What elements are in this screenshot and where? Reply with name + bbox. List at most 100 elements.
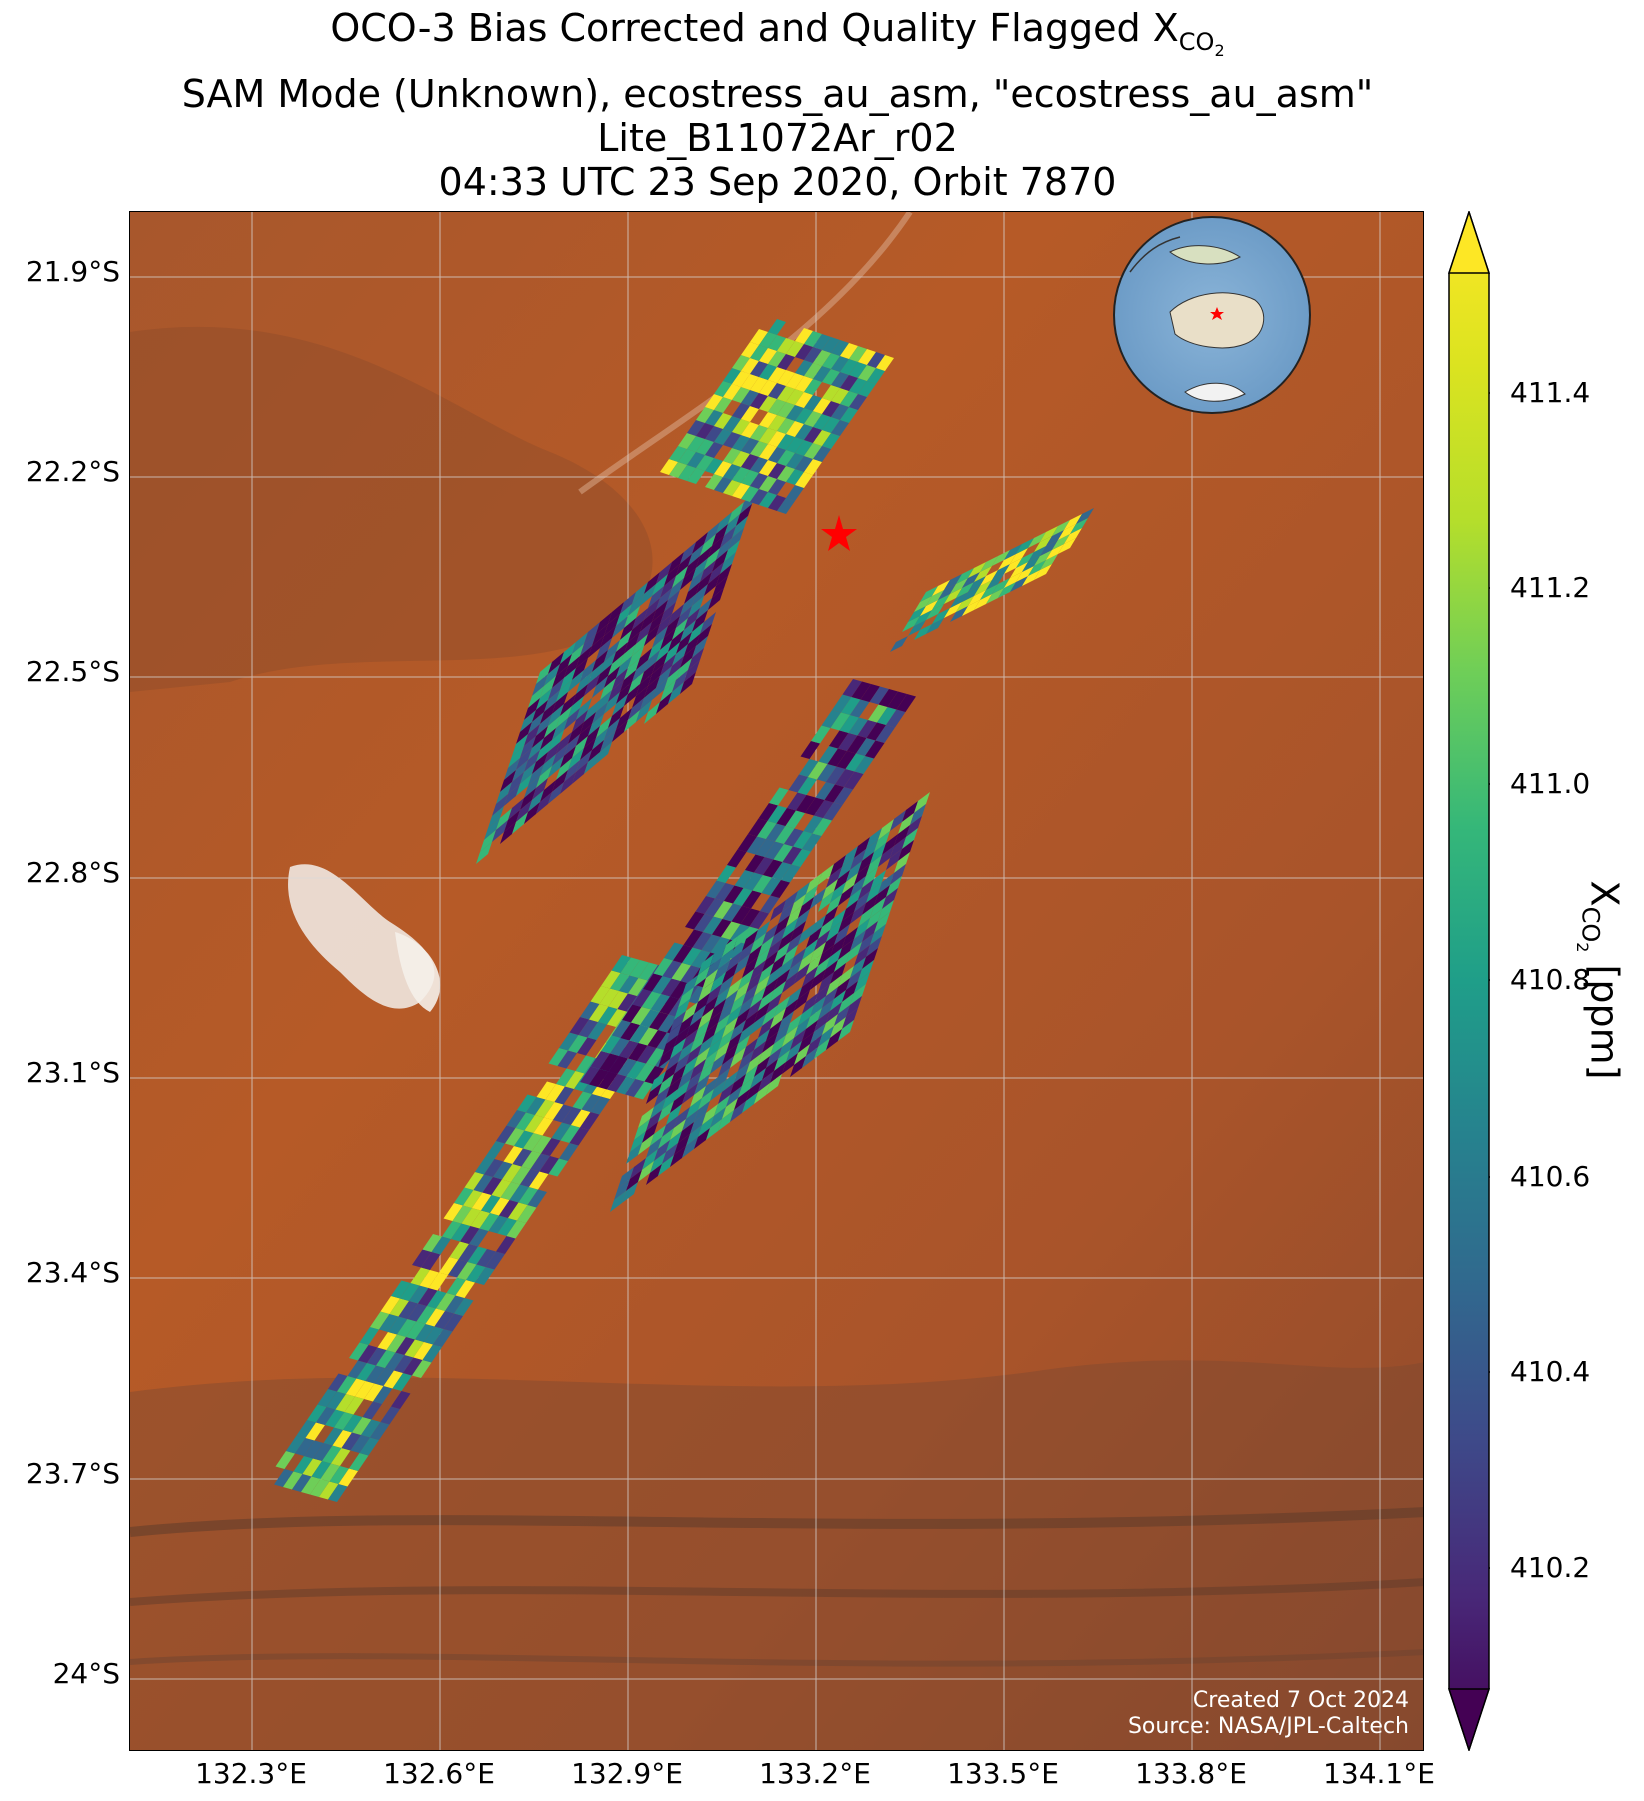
xco2-sounding-cell	[920, 586, 938, 602]
xco2-sounding-cell	[548, 730, 564, 752]
xco2-sounding-cell	[882, 888, 898, 909]
xco2-sounding-cell	[686, 1044, 702, 1065]
xco2-sounding-cell	[722, 963, 738, 984]
xco2-sounding-cell	[762, 978, 778, 999]
xco2-sounding-cell	[702, 996, 718, 1017]
xco2-sounding-cell	[724, 885, 744, 904]
xco2-sounding-cell	[858, 852, 874, 873]
xco2-sounding-cell	[454, 1298, 474, 1316]
xco2-sounding-cell	[705, 410, 723, 426]
xco2-sounding-cell	[628, 698, 644, 720]
xco2-sounding-cell	[540, 676, 556, 698]
xco2-sounding-cell	[814, 1011, 830, 1032]
xco2-sounding-cell	[620, 592, 636, 614]
xco2-sounding-cell	[592, 728, 608, 750]
xco2-sounding-cell	[774, 915, 790, 936]
xco2-sounding-cell	[722, 1044, 738, 1065]
xco2-sounding-cell	[728, 502, 744, 524]
xco2-sounding-cell	[548, 678, 564, 700]
xco2-sounding-cell	[721, 921, 741, 940]
xco2-sounding-cell	[854, 837, 870, 858]
xco2-sounding-cell	[786, 1014, 802, 1035]
xco2-sounding-cell	[640, 662, 656, 684]
xco2-sounding-cell	[723, 416, 741, 432]
lat-label: 23.4°S	[25, 1256, 120, 1289]
xco2-sounding-cell	[620, 670, 636, 692]
xco2-sounding-cell	[842, 927, 858, 948]
xco2-sounding-cell	[560, 642, 576, 664]
xco2-sounding-cell	[766, 1020, 782, 1041]
xco2-sounding-cell	[805, 797, 825, 816]
xco2-sounding-cell	[898, 813, 914, 834]
xco2-sounding-cell	[576, 672, 592, 694]
xco2-sounding-cell	[421, 1252, 441, 1270]
xco2-sounding-cell	[774, 996, 790, 1017]
xco2-sounding-cell	[694, 966, 710, 987]
xco2-sounding-cell	[688, 648, 704, 670]
xco2-sounding-cell	[867, 368, 885, 384]
xco2-sounding-cell	[688, 622, 704, 644]
xco2-sounding-cell	[823, 802, 843, 821]
xco2-sounding-cell	[628, 1043, 648, 1061]
xco2-sounding-cell	[600, 678, 616, 700]
xco2-sounding-cell	[626, 1143, 642, 1164]
xco2-sounding-cell	[682, 1056, 698, 1077]
xco2-sounding-cell	[644, 676, 660, 698]
xco2-sounding-cell	[803, 815, 823, 834]
xco2-sounding-cell	[798, 1032, 814, 1053]
xco2-sounding-cell	[722, 1098, 738, 1119]
xco2-sounding-cell	[698, 1008, 714, 1029]
xco2-sounding-cell	[786, 389, 804, 405]
xco2-sounding-cell	[698, 1116, 714, 1137]
xco2-sounding-cell	[296, 1420, 316, 1438]
xco2-sounding-cell	[352, 1417, 372, 1435]
xco2-sounding-cell	[980, 570, 998, 586]
xco2-sounding-cell	[596, 716, 612, 738]
xco2-sounding-cell	[660, 628, 676, 650]
xco2-sounding-cell	[490, 1197, 510, 1216]
map-svg	[130, 212, 1423, 1750]
xco2-sounding-cell	[496, 782, 512, 804]
xco2-sounding-cell	[659, 996, 679, 1015]
xco2-sounding-cell	[512, 812, 528, 834]
xco2-sounding-cell	[320, 1463, 340, 1482]
xco2-sounding-cell	[766, 1074, 782, 1095]
xco2-sounding-cell	[754, 921, 770, 942]
xco2-sounding-cell	[658, 1074, 674, 1095]
xco2-sounding-cell	[818, 864, 834, 885]
xco2-sounding-cell	[938, 584, 956, 600]
xco2-sounding-cell	[620, 618, 636, 640]
xco2-sounding-cell	[824, 784, 844, 803]
xco2-sounding-cell	[580, 1112, 600, 1130]
xco2-sounding-cell	[770, 1008, 786, 1029]
xco2-sounding-cell	[367, 1347, 387, 1366]
xco2-sounding-cell	[638, 1161, 654, 1182]
xco2-sounding-cell	[646, 1164, 662, 1185]
xco2-sounding-cell	[878, 900, 894, 921]
xco2-sounding-cell	[508, 772, 524, 794]
xco2-sounding-cell	[528, 790, 544, 812]
xco2-sounding-cell	[548, 756, 564, 778]
xco2-sounding-cell	[391, 1391, 411, 1409]
xco2-sounding-cell	[650, 1098, 666, 1119]
xco2-sounding-cell	[723, 464, 741, 480]
xco2-sounding-cell	[636, 622, 652, 644]
xco2-sounding-cell	[750, 393, 768, 409]
xco2-sounding-cell	[469, 1228, 489, 1247]
xco2-sounding-cell	[784, 828, 804, 847]
xco2-sounding-cell	[584, 726, 600, 748]
xco2-sounding-cell	[616, 1076, 636, 1095]
xco2-sounding-cell	[620, 1022, 640, 1041]
xco2-sounding-cell	[326, 1391, 346, 1410]
xco2-sounding-cell	[484, 818, 500, 840]
xco2-sounding-cell	[698, 981, 714, 1002]
xco2-sounding-cell	[862, 894, 878, 915]
xco2-sounding-cell	[1070, 518, 1088, 534]
xco2-sounding-cell	[524, 802, 540, 824]
xco2-sounding-cell	[610, 1191, 626, 1212]
xco2-sounding-cell	[686, 1125, 702, 1146]
xco2-sounding-cell	[482, 1177, 502, 1195]
xco2-sounding-cell	[601, 970, 621, 989]
xco2-sounding-cell	[678, 433, 696, 449]
xco2-sounding-cell	[802, 1047, 818, 1068]
